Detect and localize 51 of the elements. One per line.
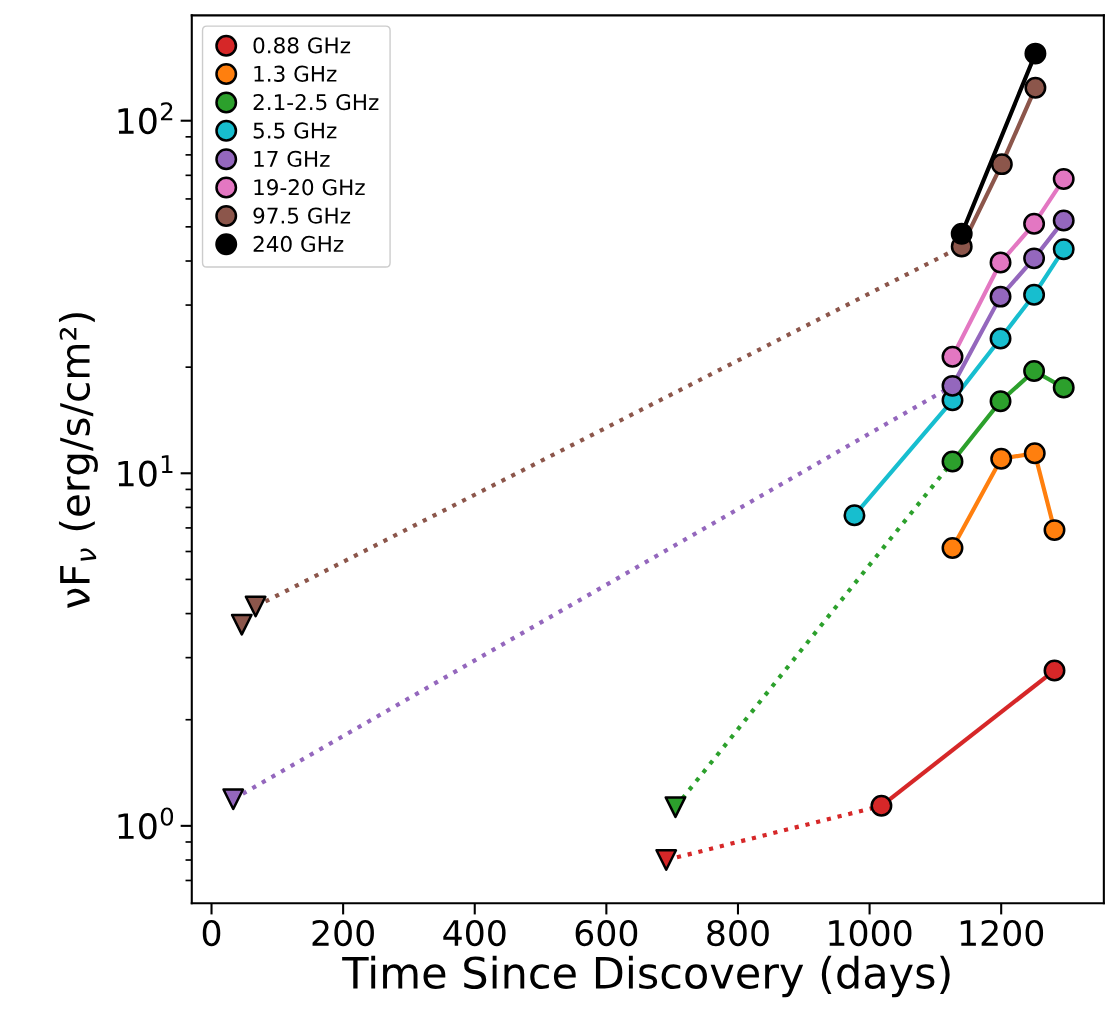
point xyxy=(222,788,245,811)
point xyxy=(989,390,1012,413)
point xyxy=(1052,376,1075,399)
point xyxy=(941,450,964,473)
x-tick-label: 1000 xyxy=(829,919,912,947)
point xyxy=(843,504,866,527)
point xyxy=(990,447,1013,470)
x-axis-title: Time Since Discovery (days) xyxy=(342,955,950,998)
point xyxy=(1023,247,1046,270)
point xyxy=(1052,238,1075,261)
point xyxy=(1024,42,1047,65)
legend-label: 0.88 GHz xyxy=(253,37,351,54)
point xyxy=(941,537,964,559)
x-tick-label: 800 xyxy=(707,919,769,947)
point xyxy=(989,251,1012,274)
point xyxy=(941,345,964,368)
legend-label: 240 GHz xyxy=(253,235,344,253)
legend-label: 17 GHz xyxy=(254,150,330,168)
legend-label: 97.5 GHz xyxy=(253,207,351,224)
point xyxy=(989,327,1012,350)
legend-label: 2.1-2.5 GHz xyxy=(253,93,379,111)
point xyxy=(1023,212,1046,235)
x-tick-label: 0 xyxy=(202,919,221,947)
point xyxy=(664,796,687,819)
y-tick-label: 10$^{0}$ xyxy=(118,807,174,840)
point xyxy=(230,613,253,636)
point xyxy=(870,794,893,817)
point xyxy=(1024,76,1047,99)
point xyxy=(1023,283,1046,306)
x-tick-label: 400 xyxy=(443,919,506,947)
point xyxy=(244,595,267,618)
point xyxy=(941,374,964,397)
point xyxy=(1052,209,1075,232)
y-tick-label: 10$^{2}$ xyxy=(118,102,173,135)
x-tick-label: 1200 xyxy=(960,919,1044,947)
point xyxy=(950,222,973,245)
point xyxy=(990,153,1013,176)
point xyxy=(989,285,1012,308)
x-tick-label: 200 xyxy=(312,919,374,947)
point xyxy=(1052,168,1075,191)
point xyxy=(655,849,678,871)
y-tick-label: 10$^{1}$ xyxy=(118,455,173,487)
legend-label: 1.3 GHz xyxy=(254,65,337,82)
point xyxy=(1023,360,1046,382)
y-axis-title: νF$_{ν}$ (erg/s/cm²) xyxy=(58,313,98,608)
point xyxy=(1023,442,1046,465)
legend-label: 19-20 GHz xyxy=(254,179,365,196)
point xyxy=(1043,659,1066,682)
legend-label: 5.5 GHz xyxy=(253,122,337,139)
x-tick-label: 600 xyxy=(575,919,638,947)
point xyxy=(1043,519,1066,542)
